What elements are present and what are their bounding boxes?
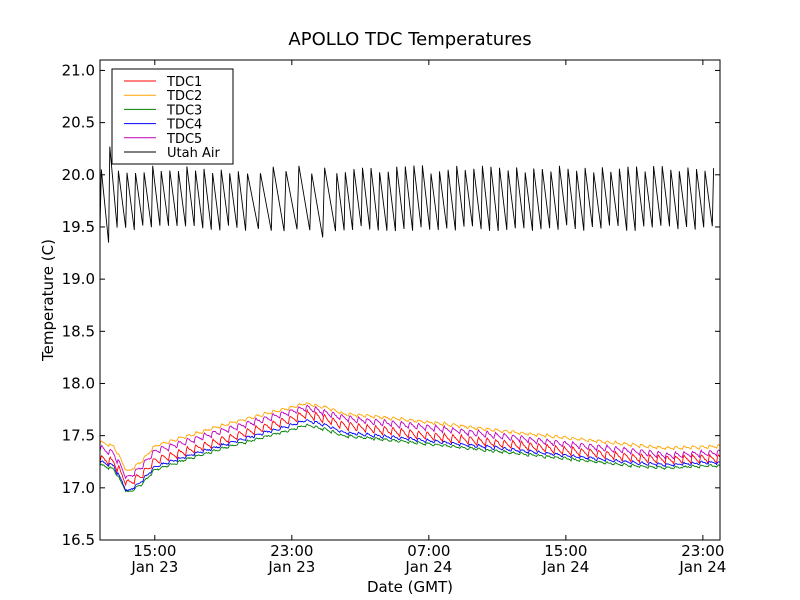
- legend-label: TDC2: [166, 89, 202, 104]
- legend-box: [111, 68, 234, 165]
- x-tick-label-time: 07:00: [407, 542, 450, 560]
- y-axis-ticks: 16.5 17.0 17.5 18.0 18.5 19.0 19.5 20.0 20.5 21.0: [62, 61, 720, 549]
- x-tick-label-time: 15:00: [133, 542, 176, 560]
- series-line-tdc4: [100, 419, 720, 492]
- x-tick-label-date: Jan 24: [678, 558, 726, 576]
- legend-label: TDC3: [166, 103, 202, 118]
- y-tick-label: 20.0: [62, 166, 95, 184]
- x-tick-label-date: Jan 23: [130, 558, 178, 576]
- y-tick-label: 17.0: [62, 479, 95, 497]
- plot-area: [99, 59, 721, 541]
- x-axis-label: Date (GMT): [367, 578, 453, 596]
- series-line-tdc1: [100, 408, 720, 487]
- x-tick-label-time: 23:00: [681, 542, 724, 560]
- legend-label: TDC1: [166, 75, 202, 90]
- series-line-utah-air: [100, 146, 715, 243]
- y-tick-label: 19.5: [62, 218, 95, 236]
- y-tick-label: 17.5: [62, 427, 95, 445]
- y-tick-label: 19.0: [62, 270, 95, 288]
- y-tick-label: 18.0: [62, 374, 95, 392]
- legend-label: TDC4: [166, 118, 202, 133]
- x-tick-label-date: Jan 23: [267, 558, 315, 576]
- y-tick-label: 18.5: [62, 322, 95, 340]
- y-tick-label: 21.0: [62, 61, 95, 79]
- plot-frame: [99, 59, 721, 541]
- x-tick-label-time: 23:00: [270, 542, 313, 560]
- x-tick-label-date: Jan 24: [404, 558, 452, 576]
- y-axis-label: Temperature (C): [39, 239, 57, 362]
- chart-title: APOLLO TDC Temperatures: [288, 29, 531, 50]
- y-tick-label: 20.5: [62, 114, 95, 132]
- x-tick-label-time: 15:00: [544, 542, 587, 560]
- series-line-tdc5: [100, 404, 720, 480]
- legend-label: TDC5: [166, 132, 202, 147]
- legend-label: Utah Air: [167, 146, 220, 161]
- y-tick-label: 16.5: [62, 531, 95, 549]
- x-tick-label-date: Jan 24: [541, 558, 589, 576]
- series-line-tdc2: [100, 402, 720, 472]
- series-line-tdc3: [100, 423, 720, 493]
